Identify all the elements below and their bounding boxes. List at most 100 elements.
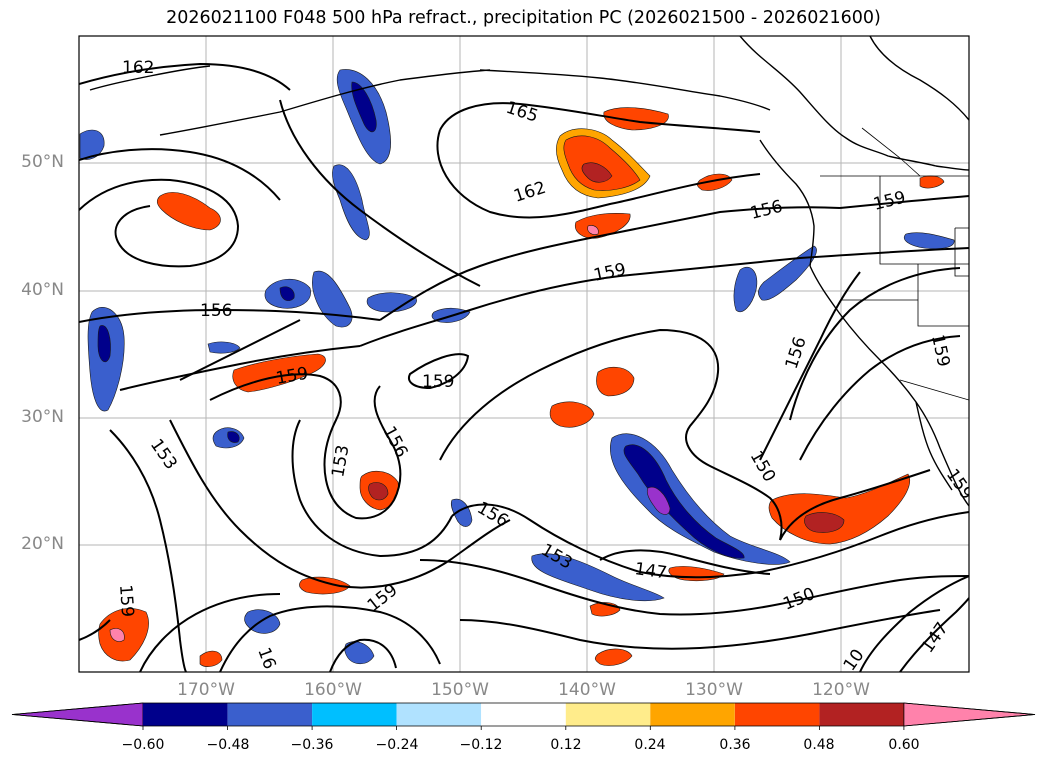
- colorbar-segment: [312, 703, 397, 726]
- coastline-bc: [759, 139, 815, 267]
- precip-blob: [804, 512, 845, 533]
- precip-blob: [768, 473, 910, 545]
- contour-line: [329, 638, 397, 672]
- aleutians: [159, 69, 491, 136]
- contour-line: [219, 605, 441, 672]
- coastline-alaska: [869, 36, 969, 121]
- contour-line: [439, 328, 783, 541]
- precip-blob: [646, 486, 671, 515]
- lon-label: 130°W: [685, 680, 743, 700]
- colorbar-tick-label: 0.24: [634, 737, 666, 753]
- coastline-baja: [915, 401, 953, 491]
- colorbar-segment: [819, 703, 904, 726]
- colorbar-tick-label: −0.24: [375, 737, 419, 753]
- contour-label: 10: [840, 646, 869, 675]
- contour-line: [209, 373, 395, 520]
- precip-blob: [596, 366, 635, 397]
- contour-label: 159: [871, 188, 907, 215]
- contour-label: 159: [942, 465, 977, 503]
- precip-blob: [733, 266, 758, 312]
- precip-blob: [587, 225, 599, 235]
- lat-label: 40°N: [21, 280, 64, 300]
- colorbar-tick-label: −0.36: [290, 737, 334, 753]
- contour-label: 159: [422, 372, 454, 392]
- contour-line: [79, 148, 281, 201]
- colorbar-extend-high: [903, 702, 1036, 727]
- contour-label: 156: [379, 423, 412, 461]
- lat-label: 30°N: [21, 407, 64, 427]
- lon-label: 170°W: [177, 680, 235, 700]
- contour-label: 159: [927, 333, 953, 369]
- colorbar-segment: [481, 703, 566, 726]
- colorbar-tick-label: 0.36: [719, 737, 751, 753]
- colorbar-extend-low: [11, 702, 144, 727]
- contour-line: [451, 503, 969, 579]
- colorbar-tick-label: −0.12: [459, 737, 503, 753]
- contour-line: [899, 597, 969, 672]
- precip-blob: [919, 175, 945, 189]
- precip-blob: [97, 325, 111, 363]
- contour-line: [79, 178, 240, 268]
- contour-line: [79, 62, 291, 91]
- precip-blob: [594, 648, 633, 666]
- colorbar-segment: [396, 703, 482, 726]
- contour-line: [839, 195, 969, 209]
- lat-label: 50°N: [21, 152, 64, 172]
- contour-label: 159: [115, 584, 137, 618]
- precip-blob: [109, 628, 125, 642]
- colorbar-segment: [143, 703, 228, 726]
- precip-blob: [581, 162, 613, 183]
- contour-label: 156: [200, 301, 232, 321]
- colorbar-tick-label: 0.12: [550, 737, 582, 753]
- precip-blob: [450, 498, 473, 527]
- map-title: 2026021100 F048 500 hPa refract., precip…: [166, 8, 881, 28]
- coastline-west-us: [809, 265, 969, 507]
- contour-line: [169, 419, 511, 589]
- contour-label: 159: [592, 260, 628, 286]
- lon-label: 140°W: [558, 680, 616, 700]
- precip-blob: [563, 135, 641, 191]
- colorbar-tick-label: 0.48: [803, 737, 835, 753]
- precip-blob: [199, 650, 223, 667]
- alaska-peninsula: [479, 69, 771, 111]
- contour-line: [439, 102, 761, 133]
- contour-line: [373, 385, 402, 501]
- colorbar-segment: [227, 703, 313, 726]
- precip-blob: [207, 341, 241, 354]
- graticule: [79, 36, 969, 672]
- contour-line: [139, 593, 281, 672]
- precip-blob: [344, 641, 375, 665]
- contour-line: [408, 353, 470, 390]
- colorbar-segment: [734, 703, 820, 726]
- colorbar-tick-label: 0.60: [888, 737, 920, 753]
- lon-label: 160°W: [304, 680, 362, 700]
- contour-line: [279, 99, 481, 287]
- contour-line: [359, 247, 969, 347]
- contour-line: [779, 469, 931, 541]
- precip-blob: [531, 553, 665, 602]
- contour-line: [459, 609, 941, 650]
- lon-label: 150°W: [431, 680, 489, 700]
- precip-blob: [312, 270, 353, 328]
- contour-line: [799, 335, 961, 461]
- coastlines: [89, 36, 969, 507]
- coastline-alaska: [739, 36, 969, 171]
- colorbar-segment: [565, 703, 651, 726]
- coast-north: [89, 65, 211, 91]
- contour-label: 150: [780, 584, 818, 615]
- contour-line: [109, 429, 187, 672]
- contour-line: [79, 308, 381, 323]
- precip-blob: [351, 81, 377, 133]
- contour-label: 162: [122, 58, 154, 78]
- precip-blob: [79, 129, 105, 160]
- contour-label: 153: [146, 435, 181, 473]
- lon-label: 120°W: [812, 680, 870, 700]
- contour-label: 147: [918, 619, 953, 657]
- precip-blob: [366, 292, 417, 313]
- contour-label: 159: [274, 364, 309, 389]
- contour-label: 162: [511, 178, 548, 207]
- contour-line: [119, 345, 361, 391]
- precip-blob: [299, 576, 351, 595]
- contour-line: [759, 271, 861, 461]
